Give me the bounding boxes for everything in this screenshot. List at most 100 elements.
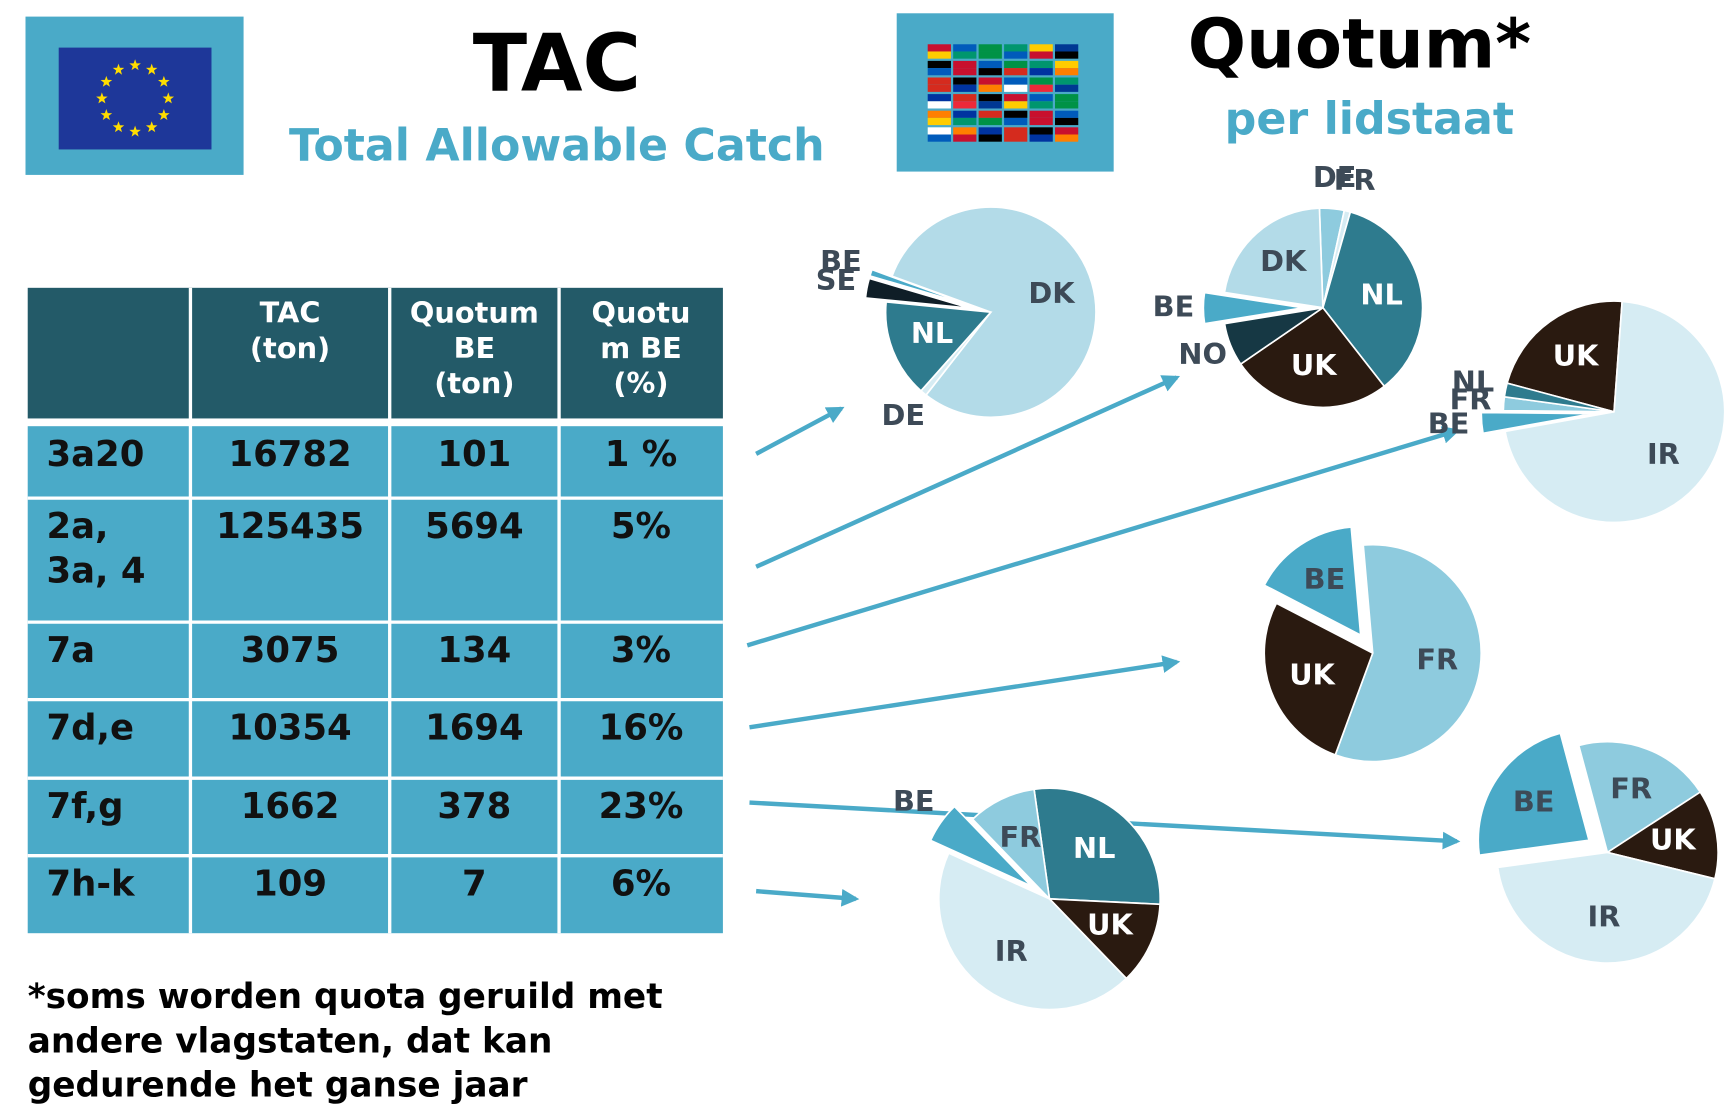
pie-slice <box>1321 210 1424 388</box>
pie-slice <box>1239 306 1386 409</box>
pie-slice <box>890 206 1097 419</box>
table-cell: 1 % <box>605 434 677 475</box>
slice-label: IR <box>1587 900 1620 934</box>
flag <box>1055 51 1079 59</box>
flag <box>978 110 1002 118</box>
star <box>129 59 141 71</box>
table-cell: 23% <box>599 786 684 827</box>
flag <box>927 110 951 118</box>
slice-label: BE <box>1513 784 1555 818</box>
slice-label: DE <box>1313 160 1357 194</box>
slice-label: NL <box>1360 277 1402 311</box>
flag <box>953 134 977 142</box>
flag <box>927 51 951 59</box>
flag <box>927 127 951 135</box>
star <box>112 121 125 133</box>
slice-label: FR <box>1450 382 1492 416</box>
flags-frame <box>896 13 1114 172</box>
flag <box>1004 134 1028 142</box>
pie-slice <box>1263 526 1362 637</box>
slice-label: FR <box>1416 643 1458 677</box>
table-cell: 6% <box>611 864 671 905</box>
pie-slice <box>884 301 993 392</box>
flag <box>953 101 977 109</box>
pie-slice <box>1496 851 1716 964</box>
flag <box>1029 101 1053 109</box>
pie-slice <box>929 805 1032 887</box>
flag <box>978 134 1002 142</box>
flag <box>978 77 1002 85</box>
pie-slice <box>1334 543 1483 763</box>
flag <box>978 60 1002 69</box>
flag <box>927 68 951 76</box>
slice-label: DK <box>1028 276 1076 310</box>
arrow <box>749 655 1181 730</box>
quota-subtitle: per lidstaat <box>1225 94 1514 145</box>
row-label: 3a, 4 <box>47 550 146 591</box>
pie-chart: FR UK IR BE <box>1477 732 1719 964</box>
slice-label: SE <box>816 263 856 297</box>
flag <box>927 77 951 85</box>
flag <box>1029 60 1053 69</box>
slice-label: DE <box>882 398 926 432</box>
flag <box>1029 77 1053 85</box>
pie-slice <box>937 852 1128 1011</box>
star <box>112 63 125 75</box>
flag <box>1004 94 1028 102</box>
slice-label: IR <box>1647 437 1680 471</box>
flag <box>1055 127 1079 135</box>
flag <box>953 68 977 76</box>
pie-chart: NL UK IR BE FR <box>893 784 1161 1011</box>
flag <box>1029 134 1053 142</box>
footnote-line: andere vlagstaten, dat kan <box>28 1021 553 1061</box>
table-cell: 16% <box>599 708 684 749</box>
pie-slice <box>868 268 972 307</box>
table-cell: 378 <box>437 786 511 827</box>
member-flags <box>927 44 1079 142</box>
flag <box>953 117 977 126</box>
star <box>96 92 108 104</box>
star <box>145 121 158 133</box>
flag <box>953 84 977 92</box>
pie-slice <box>1503 382 1615 413</box>
flag <box>1029 51 1053 59</box>
flag <box>927 101 951 109</box>
flag <box>978 68 1002 76</box>
flag <box>978 51 1002 59</box>
flag <box>1029 110 1053 118</box>
flag <box>927 94 951 102</box>
slice-label: DK <box>1260 244 1308 278</box>
flag <box>1004 117 1028 126</box>
slice-label: BE <box>1153 289 1195 323</box>
row-label: 7h-k <box>47 864 137 905</box>
slice-label: NL <box>1452 364 1494 398</box>
pie-charts: DKDENLSEBEDEFRNLUKNOBEDKUKIRBEFRNLFRUKBE… <box>816 160 1726 1011</box>
flag <box>978 84 1002 92</box>
arrow <box>755 375 1181 569</box>
slice-label: UK <box>1087 907 1134 941</box>
quota-title: Quotum* <box>1188 5 1531 85</box>
flag <box>1004 110 1028 118</box>
slice-label: BE <box>893 784 935 818</box>
star <box>158 75 170 87</box>
header-cell: m BE <box>600 331 682 365</box>
slice-label: FR <box>1610 771 1652 805</box>
flag <box>1029 44 1053 52</box>
arrow <box>746 426 1461 648</box>
flag <box>1055 134 1079 142</box>
flag <box>1055 68 1079 76</box>
flag <box>978 44 1002 52</box>
row-label: 3a20 <box>47 434 145 475</box>
table-cell: 7 <box>462 864 487 905</box>
flag <box>953 51 977 59</box>
pie-slice <box>1223 207 1324 309</box>
header-cell: (ton) <box>250 331 330 365</box>
slice-label: NO <box>1178 337 1227 371</box>
row-label: 7a <box>47 630 96 671</box>
flag <box>1004 44 1028 52</box>
table-cell: 16782 <box>228 434 351 475</box>
slice-label: FR <box>999 820 1041 854</box>
